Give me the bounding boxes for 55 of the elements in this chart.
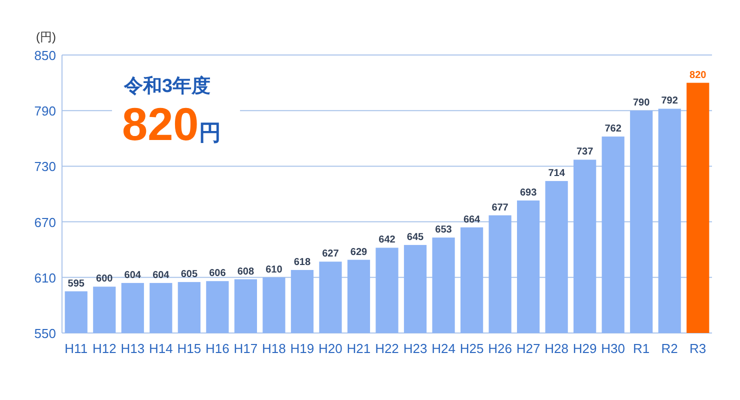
x-tick-label: H22: [375, 341, 399, 356]
x-tick-label: H17: [234, 341, 258, 356]
x-tick-label: H16: [206, 341, 230, 356]
x-tick-label: H14: [148, 341, 173, 356]
y-tick-label: 790: [34, 104, 56, 119]
x-tick-label: H25: [460, 341, 484, 356]
x-tick-label: H26: [488, 341, 512, 356]
y-tick-label: 730: [34, 159, 56, 174]
data-label: 595: [68, 278, 85, 290]
data-label: 820: [690, 70, 707, 81]
data-label: 693: [520, 187, 538, 198]
x-tick-label: H13: [120, 341, 145, 356]
data-label: 629: [350, 246, 368, 258]
x-tick-label: R1: [633, 341, 650, 356]
y-tick-label: 550: [34, 326, 56, 341]
data-label: 714: [548, 168, 566, 180]
data-label: 600: [96, 274, 114, 285]
x-tick-label: H19: [290, 341, 314, 356]
data-label: 664: [463, 214, 481, 226]
x-tick-label: R2: [661, 341, 678, 356]
y-axis-title: (円): [36, 30, 56, 44]
data-label: 642: [378, 234, 396, 246]
x-tick-label: H24: [432, 341, 456, 356]
data-label: 618: [294, 256, 311, 268]
data-label: 604: [124, 270, 142, 281]
x-tick-label: H27: [516, 341, 540, 356]
x-tick-label: H23: [403, 341, 428, 356]
data-label: 627: [322, 248, 340, 260]
annotation: 令和3年度: [123, 75, 211, 97]
x-tick-label: H15: [177, 341, 202, 356]
data-label: 792: [661, 96, 678, 107]
x-tick-label: H11: [64, 341, 88, 356]
data-label: 790: [633, 98, 650, 109]
x-tick-label: R3: [690, 341, 706, 356]
data-label: 677: [492, 202, 509, 214]
x-tick-label: H30: [601, 341, 626, 356]
y-tick-label: 610: [34, 270, 56, 286]
x-tick-label: H28: [544, 341, 568, 356]
data-label: 606: [209, 268, 226, 280]
x-tick-label: H21: [346, 341, 371, 356]
annotation: 820円: [122, 98, 221, 150]
data-label: 605: [180, 269, 198, 280]
data-label: 653: [435, 224, 452, 236]
data-label: 762: [604, 124, 622, 135]
data-label: 604: [152, 270, 170, 281]
x-tick-label: H29: [572, 341, 597, 356]
data-label: 645: [406, 232, 424, 243]
y-tick-label: 850: [34, 48, 56, 63]
data-label: 610: [266, 264, 283, 276]
y-tick-label: 670: [34, 214, 56, 230]
x-tick-label: H20: [318, 341, 342, 356]
x-tick-label: H18: [262, 341, 286, 356]
data-label: 608: [237, 266, 254, 278]
x-tick-label: H12: [92, 341, 116, 356]
data-label: 737: [576, 146, 594, 158]
